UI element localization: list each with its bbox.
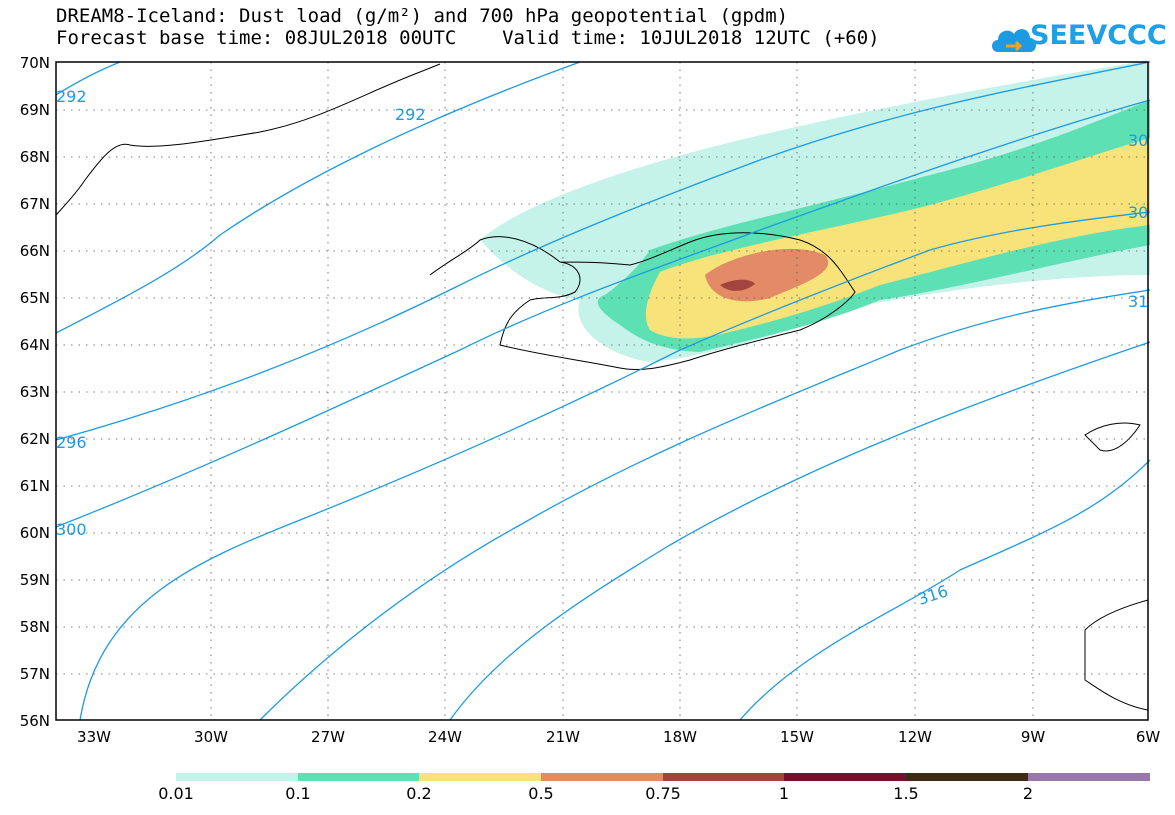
lon-label: 24W [428, 728, 462, 746]
lat-label: 59N [20, 571, 50, 589]
contour-label: 296 [56, 433, 87, 452]
lat-label: 56N [20, 712, 50, 730]
lon-label: 27W [311, 728, 345, 746]
lat-label: 58N [20, 618, 50, 636]
cloud-logo-icon [992, 29, 1036, 52]
lat-label: 62N [20, 430, 50, 448]
map-frame [55, 61, 1149, 721]
lon-label: 18W [663, 728, 697, 746]
lat-label: 68N [20, 148, 50, 166]
lat-label: 63N [20, 383, 50, 401]
gridlines [56, 62, 1148, 720]
colorbar-label: 2 [1022, 784, 1034, 803]
lon-label: 6W [1136, 728, 1161, 746]
coastlines [55, 63, 1149, 711]
contour-label: 292 [56, 87, 87, 106]
contour-label: 30 [1128, 203, 1148, 222]
lat-label: 70N [20, 54, 50, 72]
lon-label: 33W [77, 728, 111, 746]
colorbar-swatch [663, 773, 784, 781]
logo-text: SEEVCCC [1030, 20, 1167, 51]
map-title-line2: Forecast base time: 08JUL2018 00UTC Vali… [56, 27, 880, 49]
colorbar-label: 0.5 [528, 784, 554, 803]
colorbar-swatch [1028, 773, 1150, 781]
lat-label: 57N [20, 665, 50, 683]
lat-label: 67N [20, 195, 50, 213]
lat-labels: 70N 69N 68N 67N 66N 65N 64N 63N 62N 61N … [20, 54, 50, 730]
colorbar-label: 1.5 [893, 784, 919, 803]
lat-label: 64N [20, 336, 50, 354]
lon-label: 9W [1021, 728, 1046, 746]
geopotential-contours [55, 61, 1151, 721]
colorbar-swatch [906, 773, 1028, 781]
lon-label: 15W [780, 728, 814, 746]
lon-label: 21W [546, 728, 580, 746]
colorbar-label: 0.01 [158, 784, 194, 803]
lat-label: 60N [20, 524, 50, 542]
contour-label: 31 [1128, 292, 1148, 311]
colorbar-swatch [176, 773, 298, 781]
map-title-line1: DREAM8-Iceland: Dust load (g/m²) and 700… [56, 5, 789, 27]
colorbar-swatch [784, 773, 906, 781]
lat-label: 66N [20, 242, 50, 260]
lon-labels: 33W 30W 27W 24W 21W 18W 15W 12W 9W 6W [77, 728, 1160, 746]
lat-label: 65N [20, 289, 50, 307]
colorbar-label: 1 [778, 784, 790, 803]
lon-label: 12W [898, 728, 932, 746]
contour-label: 300 [56, 520, 87, 539]
colorbar-label: 0.2 [406, 784, 432, 803]
contour-label: 316 [915, 581, 950, 609]
colorbar-swatch [419, 773, 541, 781]
contour-label: 292 [395, 105, 426, 124]
colorbar-label: 0.75 [645, 784, 681, 803]
colorbar-swatch [541, 773, 663, 781]
contour-label-group: 292 292 296 300 316 31 30 30 [56, 87, 1148, 609]
contour-label: 30 [1128, 131, 1148, 150]
colorbar-swatch [298, 773, 419, 781]
lat-label: 69N [20, 101, 50, 119]
lat-label: 61N [20, 477, 50, 495]
colorbar-label: 0.1 [285, 784, 311, 803]
colorbar [176, 773, 1150, 781]
lon-label: 30W [194, 728, 228, 746]
